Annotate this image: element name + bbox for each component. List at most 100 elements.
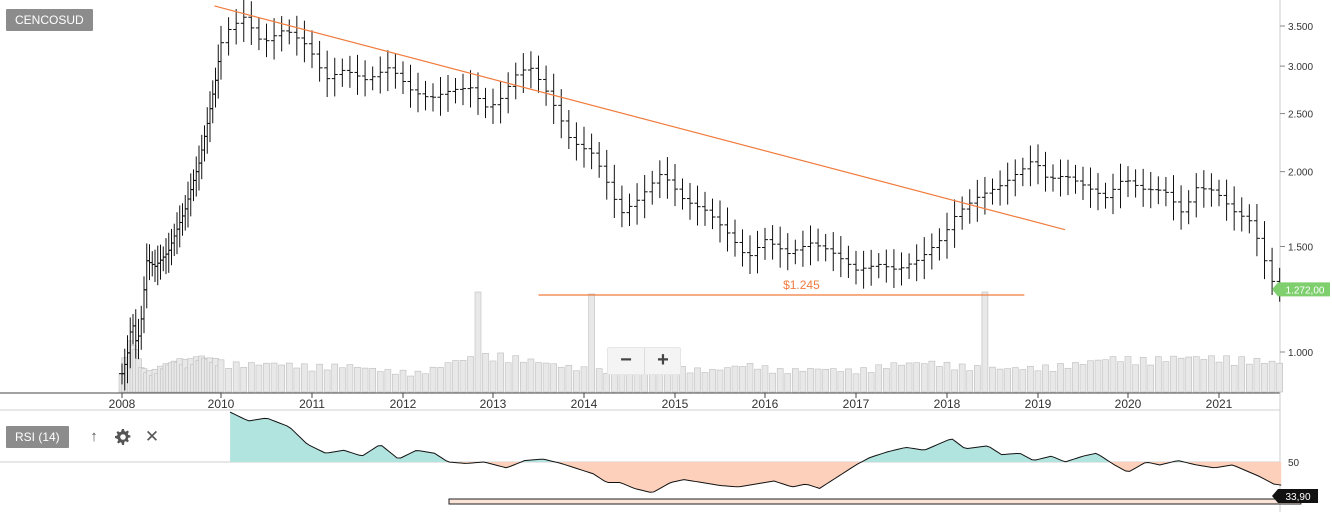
volume-bar <box>1102 359 1109 393</box>
volume-bar <box>905 362 913 393</box>
ohlc-bar <box>165 232 172 273</box>
ohlc-bar <box>301 20 308 63</box>
ohlc-bar <box>198 134 205 180</box>
volume-bar <box>1057 363 1064 393</box>
ohlc-bar <box>286 19 293 45</box>
ohlc-bar <box>1140 168 1147 207</box>
volume-bar <box>701 372 709 393</box>
ohlc-bar <box>482 87 489 119</box>
volume-bar <box>739 366 746 393</box>
zoom-out-button[interactable]: − <box>620 349 632 371</box>
volume-bar <box>1147 364 1155 393</box>
gear-icon[interactable] <box>113 428 133 446</box>
ohlc-bar <box>1231 186 1238 231</box>
volume-bar <box>384 369 392 393</box>
volume-bar <box>746 363 754 393</box>
volume-bar <box>1192 356 1200 393</box>
rsi-value: 33,90 <box>1285 492 1310 503</box>
ohlc-bar <box>384 50 391 92</box>
ohlc-bar <box>1125 166 1131 197</box>
volume-bar <box>1034 370 1042 393</box>
ohlc-bar <box>921 237 928 280</box>
ohlc-bar <box>233 9 240 45</box>
ohlc-bar <box>679 178 686 210</box>
ohlc-bar <box>1019 157 1026 187</box>
volume-bar <box>248 362 255 393</box>
ohlc-bar <box>581 126 587 168</box>
volume-bar <box>875 364 883 393</box>
volume-bar <box>369 367 376 393</box>
volume-bar <box>1004 368 1011 393</box>
volume-bar <box>679 365 686 393</box>
support-label: $1.245 <box>783 278 820 292</box>
volume-bar <box>603 373 611 393</box>
last-price-tag-bg <box>1272 282 1330 297</box>
ohlc-bar <box>392 53 399 89</box>
volume-bar <box>1261 362 1268 393</box>
volume-bar <box>1064 367 1072 393</box>
ohlc-bar <box>193 156 200 197</box>
volume-bar <box>731 365 739 393</box>
volume-bar <box>399 369 407 393</box>
close-icon[interactable]: ✕ <box>144 427 160 446</box>
x-tick-label: 2011 <box>299 397 325 411</box>
ohlc-bar <box>225 17 232 56</box>
ohlc-bar <box>1208 173 1215 207</box>
volume-bar <box>837 371 845 393</box>
last-price-value: 1.272,00 <box>1286 285 1325 296</box>
volume-bar <box>489 360 497 393</box>
arrow-up-icon[interactable]: ↑ <box>90 428 98 445</box>
volume-bar <box>1200 359 1208 393</box>
volume-bar <box>1238 356 1246 393</box>
ohlc-bar <box>822 233 829 262</box>
ohlc-bar <box>1200 170 1207 208</box>
rsi-indicator-label[interactable]: RSI (14) <box>6 426 69 448</box>
volume-bar <box>293 367 301 393</box>
volume-bar <box>1223 355 1230 393</box>
volume-bar <box>444 362 452 393</box>
volume-bar <box>323 369 331 393</box>
symbol-label[interactable]: CENCOSUD <box>6 9 93 31</box>
ohlc-bar <box>174 212 180 255</box>
ohlc-bar <box>974 179 981 222</box>
ohlc-bar <box>362 60 369 97</box>
ohlc-bar <box>1050 164 1056 192</box>
ohlc-bar <box>1087 167 1094 208</box>
volume-bar <box>1170 355 1177 393</box>
ohlc-bar <box>898 252 905 286</box>
x-tick-label: 2013 <box>480 397 507 411</box>
x-tick-label: 2021 <box>1206 397 1233 411</box>
x-tick-label: 2008 <box>109 397 136 411</box>
ohlc-bar <box>168 228 175 266</box>
volume-bar <box>1246 363 1253 393</box>
ohlc-bar <box>853 250 859 285</box>
ohlc-bar <box>130 314 136 345</box>
ohlc-bar <box>634 183 641 225</box>
ohlc-bar <box>672 164 678 207</box>
ohlc-bar <box>959 196 966 230</box>
rsi-line <box>229 411 1282 493</box>
volume-bar <box>1027 365 1034 393</box>
volume-bar <box>822 368 829 393</box>
ohlc-bar <box>339 58 346 87</box>
ohlc-bar <box>407 64 414 108</box>
ohlc-bar <box>212 67 219 108</box>
volume-bar <box>845 368 852 393</box>
ohlc-bar <box>527 51 534 89</box>
ohlc-bar <box>176 205 183 248</box>
volume-bar <box>1139 357 1147 393</box>
volume-bar <box>928 360 936 393</box>
rsi-level-label: 50 <box>1288 458 1300 469</box>
volume-bar <box>716 369 724 393</box>
ohlc-bar <box>138 305 145 350</box>
volume-bar <box>278 364 285 393</box>
volume-bar <box>1042 364 1049 393</box>
ohlc-bars <box>119 0 1283 391</box>
ohlc-bar <box>906 253 913 279</box>
ohlc-bar <box>422 80 429 111</box>
ohlc-bar <box>215 44 222 99</box>
zoom-in-button[interactable]: + <box>644 348 681 374</box>
ohlc-bar <box>154 245 161 286</box>
volume-bar <box>776 368 784 393</box>
